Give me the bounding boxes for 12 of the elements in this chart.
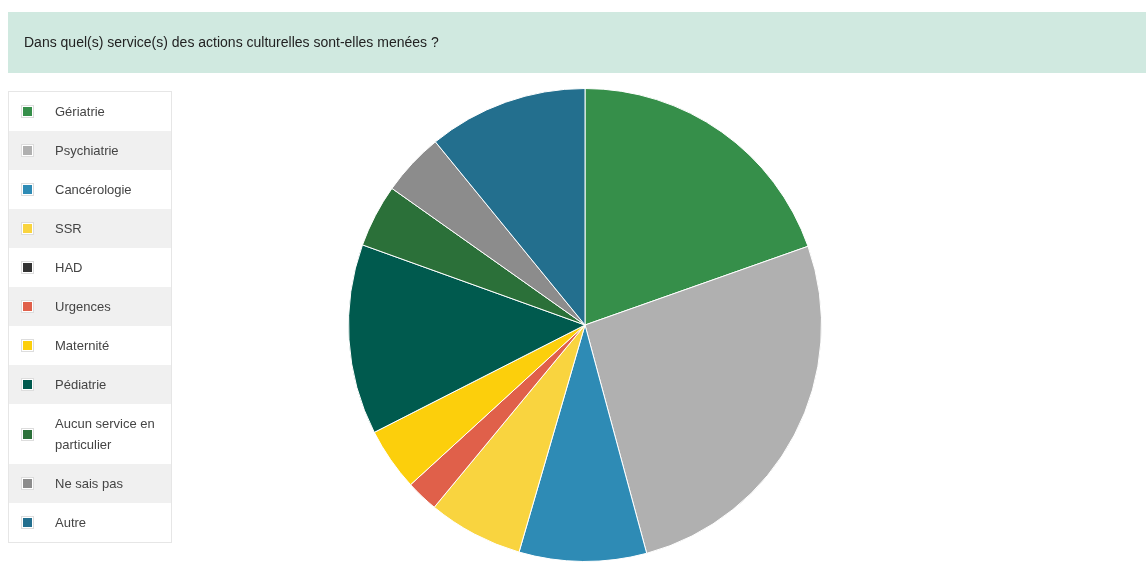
legend-label: HAD <box>55 259 84 277</box>
legend-label: Psychiatrie <box>55 142 120 160</box>
legend-label: Autre <box>55 514 88 532</box>
legend-label: SSR <box>55 220 83 238</box>
legend-label: Maternité <box>55 337 111 355</box>
legend-label: Aucun service en particulier <box>55 415 156 454</box>
legend-label: Pédiatrie <box>55 376 108 394</box>
legend-label: Urgences <box>55 298 112 316</box>
legend-label: Cancérologie <box>55 181 133 199</box>
chart-title: Dans quel(s) service(s) des actions culturelles sont-elles menées ? <box>8 12 1146 73</box>
legend-label: Gériatrie <box>55 103 106 121</box>
legend-label: Ne sais pas <box>55 475 124 493</box>
